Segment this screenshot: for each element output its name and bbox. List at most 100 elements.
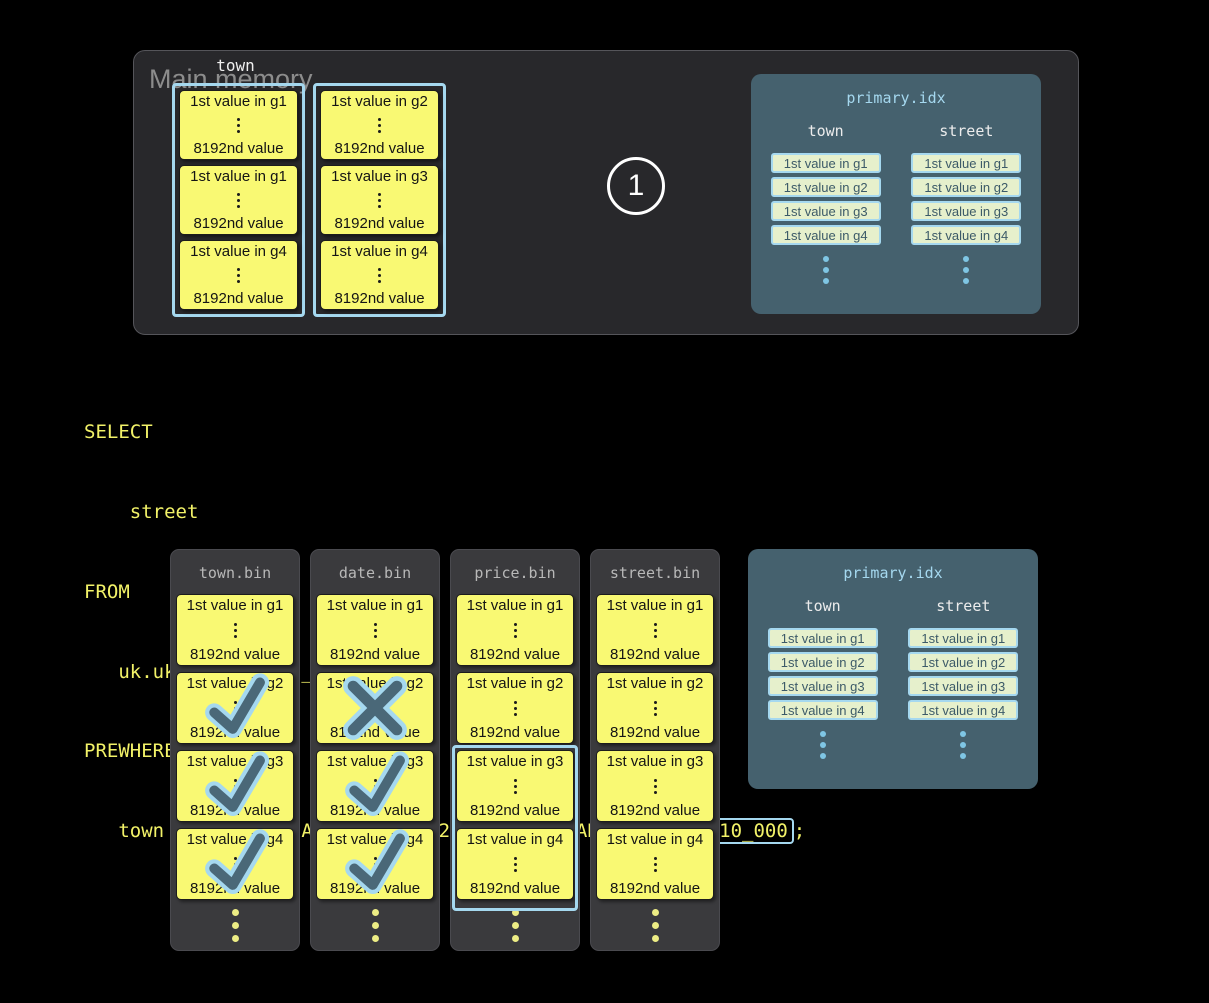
primary-idx-entry: 1st value in g2 [770, 177, 881, 197]
granule-last-value: 8192nd value [609, 646, 701, 663]
granule-first-value: 1st value in g3 [606, 753, 704, 770]
granule-block: 1st value in g4 8192nd value [320, 240, 439, 310]
check-icon [205, 829, 270, 894]
ellipsis-dots [513, 778, 517, 794]
granule-last-value: 8192nd value [334, 290, 425, 307]
granule-block: 1st value in g3 8192nd value [456, 750, 574, 822]
bin-panel-date: date.bin 1st value in g1 8192nd value 1s… [310, 549, 440, 951]
ellipsis-dots [513, 700, 517, 716]
primary-idx-title: primary.idx [846, 89, 946, 107]
primary-idx-column-town: town 1st value in g1 1st value in g2 1st… [760, 122, 892, 284]
granule-block: 1st value in g2 8192nd value [320, 90, 439, 160]
granule-block: 1st value in g3 8192nd value [316, 750, 434, 822]
granule-first-value: 1st value in g1 [466, 597, 564, 614]
bin-blocks: 1st value in g1 8192nd value 1st value i… [311, 594, 439, 900]
bin-panel-price: price.bin 1st value in g1 8192nd value 1… [450, 549, 580, 951]
primary-idx-column-street: street 1st value in g1 1st value in g2 1… [900, 122, 1032, 284]
ellipsis-dots [819, 731, 826, 759]
ellipsis-dots [653, 778, 657, 794]
primary-idx-column-town: town 1st value in g1 1st value in g2 1st… [757, 597, 889, 759]
bin-title: town.bin [198, 564, 272, 582]
ellipsis-dots [451, 909, 579, 942]
primary-idx-entry: 1st value in g4 [911, 225, 1022, 245]
ellipsis-dots [591, 909, 719, 942]
primary-idx-header: town [804, 597, 841, 615]
primary-idx-panel-top: primary.idx town 1st value in g1 1st val… [751, 74, 1041, 314]
bin-title: street.bin [609, 564, 701, 582]
granule-first-value: 1st value in g4 [606, 831, 704, 848]
main-memory-label: Main memory [149, 64, 313, 94]
ellipsis-dots [653, 700, 657, 716]
granule-block: 1st value in g2 8192nd value [176, 672, 294, 744]
granule-block: 1st value in g3 8192nd value [320, 165, 439, 235]
selected-granules-highlight [452, 745, 578, 911]
primary-idx-entry: 1st value in g1 [767, 628, 878, 648]
sql-semicolon: ; [793, 820, 806, 843]
primary-idx-column-street: street 1st value in g1 1st value in g2 1… [897, 597, 1029, 759]
primary-idx-header: town [807, 122, 844, 140]
granule-first-value: 1st value in g1 [186, 597, 284, 614]
ellipsis-dots [378, 192, 381, 208]
sql-line: PREWHERE [84, 740, 176, 763]
granule-first-value: 1st value in g2 [466, 675, 564, 692]
granule-block: 1st value in g3 8192nd value [176, 750, 294, 822]
granule-last-value: 8192nd value [469, 802, 561, 819]
granule-block: 1st value in g4 8192nd value [596, 828, 714, 900]
primary-idx-panel-bottom: primary.idx town 1st value in g1 1st val… [748, 549, 1038, 789]
granule-first-value: 1st value in g4 [331, 243, 428, 260]
granule-first-value: 1st value in g2 [606, 675, 704, 692]
granule-last-value: 8192nd value [193, 290, 284, 307]
ellipsis-dots [960, 731, 967, 759]
granule-last-value: 8192nd value [189, 646, 281, 663]
granule-last-value: 8192nd value [193, 215, 284, 232]
primary-idx-entry: 1st value in g1 [908, 628, 1019, 648]
bin-blocks: 1st value in g1 8192nd value 1st value i… [171, 594, 299, 900]
granule-first-value: 1st value in g3 [466, 753, 564, 770]
bin-blocks: 1st value in g1 8192nd value 1st value i… [451, 594, 579, 900]
ellipsis-dots [237, 267, 240, 283]
primary-idx-entry: 1st value in g1 [911, 153, 1022, 173]
granule-first-value: 1st value in g1 [190, 93, 287, 110]
granule-last-value: 8192nd value [334, 215, 425, 232]
ellipsis-dots [378, 267, 381, 283]
sql-line: street [84, 500, 199, 523]
ellipsis-dots [653, 856, 657, 872]
bin-panel-street: street.bin 1st value in g1 8192nd value … [590, 549, 720, 951]
primary-idx-entry: 1st value in g1 [770, 153, 881, 173]
granule-block: 1st value in g1 8192nd value [596, 594, 714, 666]
check-icon [205, 673, 270, 738]
primary-idx-entry: 1st value in g2 [908, 652, 1019, 672]
primary-idx-entry: 1st value in g3 [908, 676, 1019, 696]
sql-line: FROM [84, 580, 130, 603]
primary-idx-title: primary.idx [843, 564, 943, 582]
check-icon [205, 751, 270, 816]
granule-block: 1st value in g1 8192nd value [456, 594, 574, 666]
granule-first-value: 1st value in g1 [190, 168, 287, 185]
primary-idx-entry: 1st value in g4 [908, 700, 1019, 720]
town-column-chunk-2: 1st value in g2 8192nd value 1st value i… [313, 83, 446, 317]
granule-block: 1st value in g3 8192nd value [596, 750, 714, 822]
town-column-chunk-1: 1st value in g1 8192nd value 1st value i… [172, 83, 305, 317]
granule-first-value: 1st value in g3 [331, 168, 428, 185]
granule-first-value: 1st value in g1 [326, 597, 424, 614]
granule-block: 1st value in g2 8192nd value [316, 672, 434, 744]
granule-last-value: 8192nd value [334, 140, 425, 157]
granule-first-value: 1st value in g4 [190, 243, 287, 260]
bin-title: date.bin [338, 564, 412, 582]
granule-last-value: 8192nd value [469, 880, 561, 897]
granule-block: 1st value in g4 8192nd value [456, 828, 574, 900]
primary-idx-entry: 1st value in g3 [911, 201, 1022, 221]
bin-blocks: 1st value in g1 8192nd value 1st value i… [591, 594, 719, 900]
sql-line: SELECT [84, 421, 153, 444]
step-1-badge: 1 [607, 157, 665, 215]
primary-idx-entry: 1st value in g4 [770, 225, 881, 245]
primary-idx-entry: 1st value in g2 [911, 177, 1022, 197]
bin-panel-town: town.bin 1st value in g1 8192nd value 1s… [170, 549, 300, 951]
check-icon [345, 751, 410, 816]
granule-last-value: 8192nd value [329, 646, 421, 663]
ellipsis-dots [237, 117, 240, 133]
granule-block: 1st value in g4 8192nd value [179, 240, 298, 310]
ellipsis-dots [378, 117, 381, 133]
granule-block: 1st value in g2 8192nd value [596, 672, 714, 744]
